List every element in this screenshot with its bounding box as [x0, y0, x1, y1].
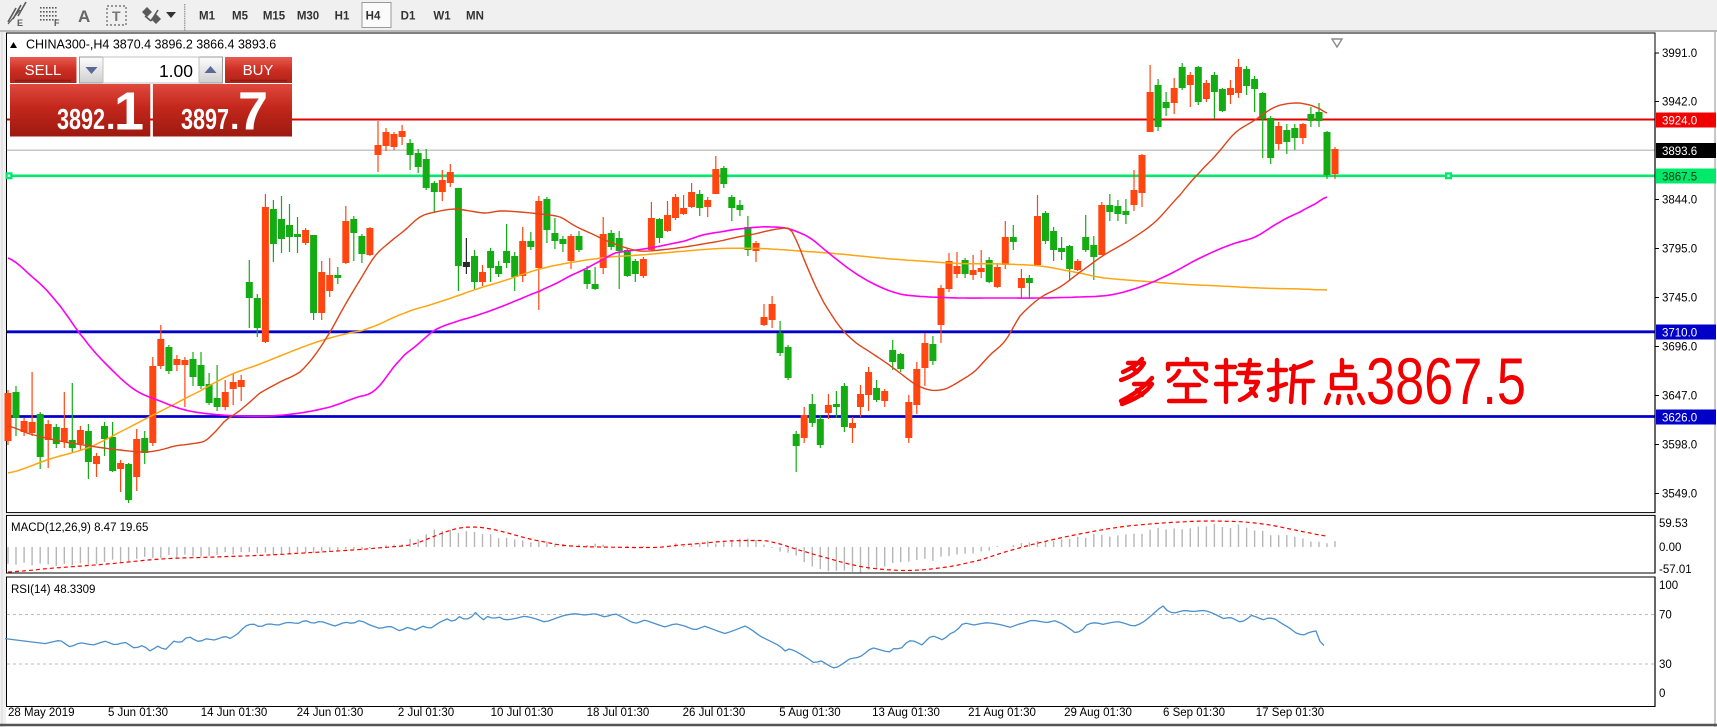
svg-text:28 May 2019: 28 May 2019	[8, 707, 75, 719]
svg-text:24 Jun 01:30: 24 Jun 01:30	[297, 707, 364, 719]
svg-text:H4: H4	[366, 11, 381, 23]
svg-text:5 Aug 01:30: 5 Aug 01:30	[779, 707, 840, 719]
svg-text:3844.0: 3844.0	[1662, 195, 1697, 207]
svg-text:D1: D1	[401, 11, 416, 23]
svg-text:7: 7	[238, 82, 268, 142]
svg-text:3696.0: 3696.0	[1662, 342, 1697, 354]
svg-text:F: F	[54, 18, 60, 28]
svg-text:5 Jun 01:30: 5 Jun 01:30	[108, 707, 168, 719]
svg-text:3892: 3892	[57, 104, 105, 136]
svg-text:3710.0: 3710.0	[1662, 328, 1697, 340]
svg-text:59.53: 59.53	[1659, 518, 1688, 530]
svg-text:RSI(14) 48.3309: RSI(14) 48.3309	[11, 584, 95, 596]
svg-text:3745.0: 3745.0	[1662, 293, 1697, 305]
svg-text:-57.01: -57.01	[1659, 564, 1692, 576]
svg-text:3867.5: 3867.5	[1366, 344, 1526, 418]
svg-text:30: 30	[1659, 659, 1672, 671]
svg-text:A: A	[78, 7, 90, 26]
svg-text:CHINA300-,H4 3870.4 3896.2 38: CHINA300-,H4 3870.4 3896.2 3866.4 3893.6	[26, 38, 276, 52]
svg-text:MN: MN	[466, 11, 484, 23]
svg-text:10 Jul 01:30: 10 Jul 01:30	[491, 707, 554, 719]
svg-text:29 Aug 01:30: 29 Aug 01:30	[1064, 707, 1132, 719]
svg-text:.: .	[230, 99, 239, 137]
svg-text:H1: H1	[335, 11, 350, 23]
svg-text:13 Aug 01:30: 13 Aug 01:30	[872, 707, 940, 719]
svg-text:SELL: SELL	[25, 62, 62, 79]
svg-text:3867.5: 3867.5	[1662, 172, 1697, 184]
svg-text:18 Jul 01:30: 18 Jul 01:30	[587, 707, 650, 719]
svg-text:26 Jul 01:30: 26 Jul 01:30	[683, 707, 746, 719]
svg-text:6 Sep 01:30: 6 Sep 01:30	[1163, 707, 1225, 719]
svg-text:3897: 3897	[181, 104, 229, 136]
svg-text:100: 100	[1659, 580, 1678, 592]
svg-text:3924.0: 3924.0	[1662, 116, 1697, 128]
svg-text:3893.6: 3893.6	[1662, 146, 1697, 158]
svg-text:M30: M30	[297, 11, 319, 23]
svg-text:W1: W1	[433, 11, 451, 23]
svg-text:17 Sep 01:30: 17 Sep 01:30	[1256, 707, 1324, 719]
svg-text:3549.0: 3549.0	[1662, 489, 1697, 501]
svg-text:BUY: BUY	[243, 62, 274, 79]
svg-text:3598.0: 3598.0	[1662, 440, 1697, 452]
svg-text:3942.0: 3942.0	[1662, 97, 1697, 109]
svg-text:M15: M15	[263, 11, 286, 23]
svg-text:3991.0: 3991.0	[1662, 48, 1697, 60]
svg-text:.: .	[106, 99, 115, 137]
svg-text:T: T	[112, 8, 121, 24]
svg-text:70: 70	[1659, 610, 1672, 622]
svg-text:M5: M5	[232, 11, 249, 23]
svg-text:0.00: 0.00	[1659, 542, 1681, 554]
svg-text:1: 1	[114, 82, 144, 142]
svg-text:21 Aug 01:30: 21 Aug 01:30	[968, 707, 1036, 719]
svg-text:14 Jun 01:30: 14 Jun 01:30	[201, 707, 268, 719]
svg-text:3647.0: 3647.0	[1662, 391, 1697, 403]
svg-text:2 Jul 01:30: 2 Jul 01:30	[398, 707, 454, 719]
svg-text:3795.0: 3795.0	[1662, 244, 1697, 256]
svg-text:1.00: 1.00	[159, 61, 193, 81]
svg-text:MACD(12,26,9) 8.47 19.65: MACD(12,26,9) 8.47 19.65	[11, 522, 148, 534]
svg-text:E: E	[17, 18, 23, 28]
svg-text:3626.0: 3626.0	[1662, 413, 1697, 425]
svg-text:0: 0	[1659, 688, 1665, 700]
svg-text:M1: M1	[199, 11, 216, 23]
